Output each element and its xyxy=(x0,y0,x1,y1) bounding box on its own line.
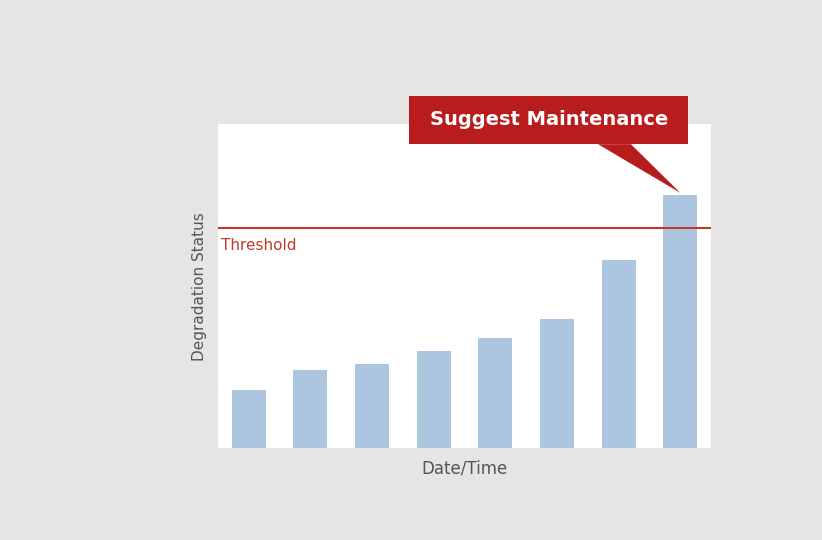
Bar xyxy=(602,260,635,448)
Bar xyxy=(293,370,327,448)
Bar xyxy=(417,351,450,448)
Text: Suggest Maintenance: Suggest Maintenance xyxy=(430,110,667,130)
Bar xyxy=(540,319,574,448)
Bar xyxy=(232,390,266,448)
Y-axis label: Degradation Status: Degradation Status xyxy=(192,212,206,361)
Bar xyxy=(663,195,697,448)
Bar xyxy=(355,364,389,448)
X-axis label: Date/Time: Date/Time xyxy=(422,460,507,477)
Text: Threshold: Threshold xyxy=(221,238,297,253)
Bar xyxy=(478,338,512,448)
